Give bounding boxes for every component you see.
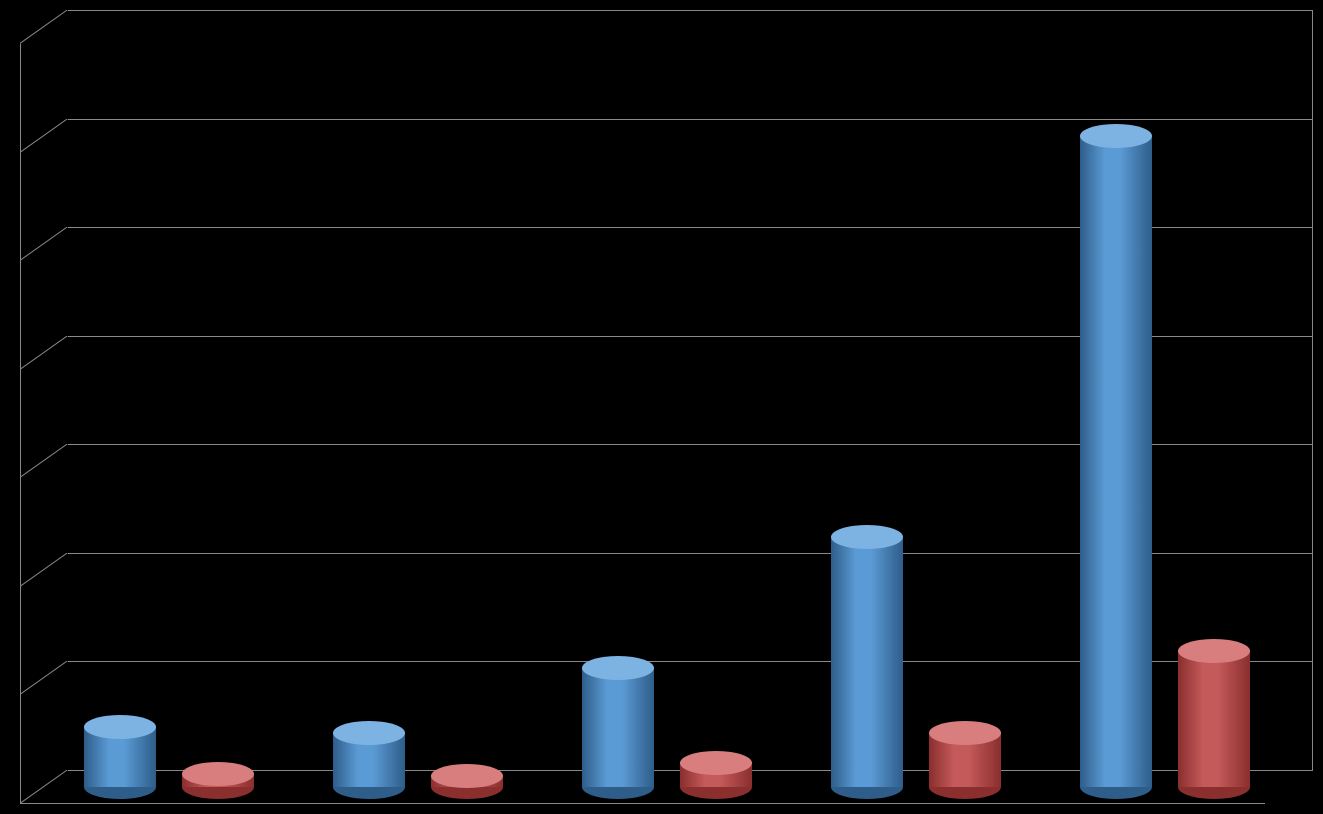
cylinder-body: [831, 537, 903, 787]
cylinder-bar: [84, 715, 156, 787]
bar-group: [333, 786, 503, 787]
cylinder-top: [1178, 639, 1250, 663]
cylinder-top: [831, 525, 903, 549]
chart-3d-cylinder: [0, 0, 1323, 814]
cylinder-top: [929, 721, 1001, 745]
gridline: [68, 119, 1313, 120]
gridline: [68, 10, 1313, 11]
cylinder-bar: [182, 762, 254, 787]
left-edge: [20, 44, 21, 804]
bar-group: [1080, 786, 1250, 787]
cylinder-bar: [929, 721, 1001, 787]
cylinder-bar: [582, 656, 654, 787]
gridline-side: [20, 553, 68, 587]
cylinder-body: [582, 668, 654, 787]
cylinder-bar: [1080, 124, 1152, 787]
cylinder-top: [1080, 124, 1152, 148]
cylinder-top: [84, 715, 156, 739]
cylinder-bar: [431, 764, 503, 787]
cylinder-top: [582, 656, 654, 680]
cylinder-body: [1080, 136, 1152, 787]
gridline-side: [20, 10, 68, 44]
cylinder-bar: [333, 721, 405, 787]
gridline-side: [20, 661, 68, 695]
floor-left-diag: [20, 770, 68, 804]
bar-group: [84, 786, 254, 787]
cylinder-top: [182, 762, 254, 786]
cylinder-bar: [831, 525, 903, 787]
bar-group: [582, 786, 752, 787]
cylinder-bar: [1178, 639, 1250, 787]
cylinder-top: [333, 721, 405, 745]
cylinder-top: [431, 764, 503, 788]
cylinder-bar: [680, 751, 752, 787]
gridline-side: [20, 336, 68, 370]
cylinder-body: [1178, 651, 1250, 787]
bar-group: [831, 786, 1001, 787]
floor-front-line: [20, 803, 1265, 804]
gridline-side: [20, 119, 68, 153]
gridline-side: [20, 227, 68, 261]
gridline-side: [20, 444, 68, 478]
plot-area: [20, 10, 1313, 804]
cylinder-top: [680, 751, 752, 775]
